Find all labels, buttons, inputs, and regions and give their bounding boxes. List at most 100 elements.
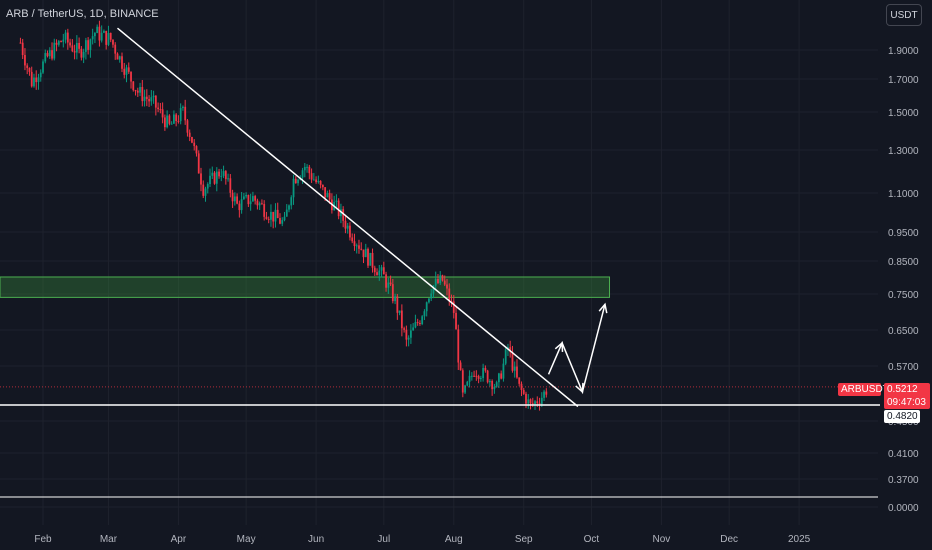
candle-body xyxy=(66,32,69,43)
candle-body xyxy=(328,193,331,200)
candle-body xyxy=(33,77,35,87)
candle-body xyxy=(516,366,518,378)
candle-body xyxy=(522,389,525,394)
time-tick-label: Jul xyxy=(377,534,390,545)
candle-body xyxy=(477,376,480,379)
time-axis[interactable]: Feb Mar Apr May Jun Jul Aug Sep Oct Nov Dec 2025 xyxy=(34,534,810,545)
arrowhead xyxy=(575,382,584,394)
candle-body xyxy=(242,196,245,200)
candle-body xyxy=(461,370,464,393)
candle-body xyxy=(432,285,435,294)
projection-arrowheads xyxy=(554,302,608,394)
candle-body xyxy=(310,173,313,180)
candle-body xyxy=(200,173,202,185)
candle-body xyxy=(337,200,340,217)
candle-body xyxy=(409,330,412,338)
candle-body xyxy=(292,178,295,198)
candle-body xyxy=(57,41,60,45)
candle-body xyxy=(281,220,284,224)
candle-body xyxy=(105,30,108,45)
descending-trendline[interactable] xyxy=(117,27,579,408)
candle-body xyxy=(376,272,378,276)
candle-body xyxy=(520,383,523,390)
candle-body xyxy=(360,248,363,250)
candle-body xyxy=(143,96,146,102)
candle-body xyxy=(319,180,322,185)
candle-body xyxy=(218,171,220,177)
candle-body xyxy=(434,279,437,286)
candle-body xyxy=(355,245,358,247)
candle-body xyxy=(188,132,191,137)
candle-body xyxy=(459,362,462,371)
price-tick-label: 0.6500 xyxy=(888,326,919,337)
candle-body xyxy=(82,51,85,58)
price-tick-label: 0.5700 xyxy=(888,362,919,373)
candle-body xyxy=(252,196,254,202)
candle-body xyxy=(75,42,78,53)
candle-body xyxy=(398,310,401,313)
candle-body xyxy=(107,32,110,45)
candle-body xyxy=(112,39,114,45)
candle-body xyxy=(303,166,306,171)
candle-body xyxy=(103,30,105,33)
candle-body xyxy=(231,192,234,202)
price-tick-label: 0.0000 xyxy=(888,503,919,514)
price-tick-label: 1.7000 xyxy=(888,75,919,86)
candle-body xyxy=(114,44,117,54)
candle-body xyxy=(470,375,473,377)
candle-body xyxy=(258,203,261,206)
candle-body xyxy=(168,115,171,124)
candle-body xyxy=(344,220,347,229)
candle-body xyxy=(394,296,396,302)
candle-body xyxy=(482,367,485,379)
candle-body xyxy=(315,179,317,183)
candle-body xyxy=(382,267,385,275)
candle-body xyxy=(452,301,455,313)
candle-body xyxy=(240,199,243,211)
candle-body xyxy=(98,26,101,41)
candle-body xyxy=(351,237,354,242)
price-tick-label: 0.8500 xyxy=(888,257,919,268)
candle-body xyxy=(509,347,512,352)
candle-body xyxy=(233,196,236,202)
candle-body xyxy=(437,279,439,283)
candle-body xyxy=(511,351,514,371)
candle-body xyxy=(136,90,139,93)
currency-button[interactable]: USDT xyxy=(886,4,922,26)
candle-body xyxy=(80,48,83,58)
candle-body xyxy=(186,120,189,133)
candle-body xyxy=(73,51,76,53)
projection-arrow-path[interactable] xyxy=(547,304,606,395)
candle-body xyxy=(48,50,51,57)
candle-body xyxy=(132,81,135,91)
candle-body xyxy=(157,107,160,110)
candle-body xyxy=(274,209,277,222)
price-tick-label: 0.7500 xyxy=(888,290,919,301)
candle-body xyxy=(91,36,94,40)
candle-body xyxy=(182,106,184,109)
symbol-title: ARB / TetherUS, 1D, BINANCE xyxy=(6,8,159,20)
supply-demand-zone[interactable] xyxy=(0,276,611,298)
candle-body xyxy=(87,40,90,50)
candle-body xyxy=(238,203,241,211)
candle-body xyxy=(536,401,539,404)
candle-body xyxy=(326,193,329,198)
candle-body xyxy=(317,180,320,183)
candle-body xyxy=(545,391,548,395)
time-tick-label: Sep xyxy=(515,534,533,545)
candle-body xyxy=(64,32,67,40)
candle-body xyxy=(141,87,144,102)
price-axis[interactable]: 0.00000.37000.41000.45000.57000.65000.75… xyxy=(888,46,919,514)
level-price-badge: 0.4820 xyxy=(884,410,920,423)
candle-body xyxy=(335,200,338,202)
candle-body xyxy=(279,218,281,224)
candle-body xyxy=(412,327,415,331)
candle-body xyxy=(306,166,308,168)
candle-body xyxy=(175,114,178,122)
candle-body xyxy=(362,249,365,258)
candle-body xyxy=(28,67,31,72)
candle-body xyxy=(154,95,157,108)
price-tick-label: 1.5000 xyxy=(888,108,919,119)
candle-body xyxy=(265,216,268,219)
